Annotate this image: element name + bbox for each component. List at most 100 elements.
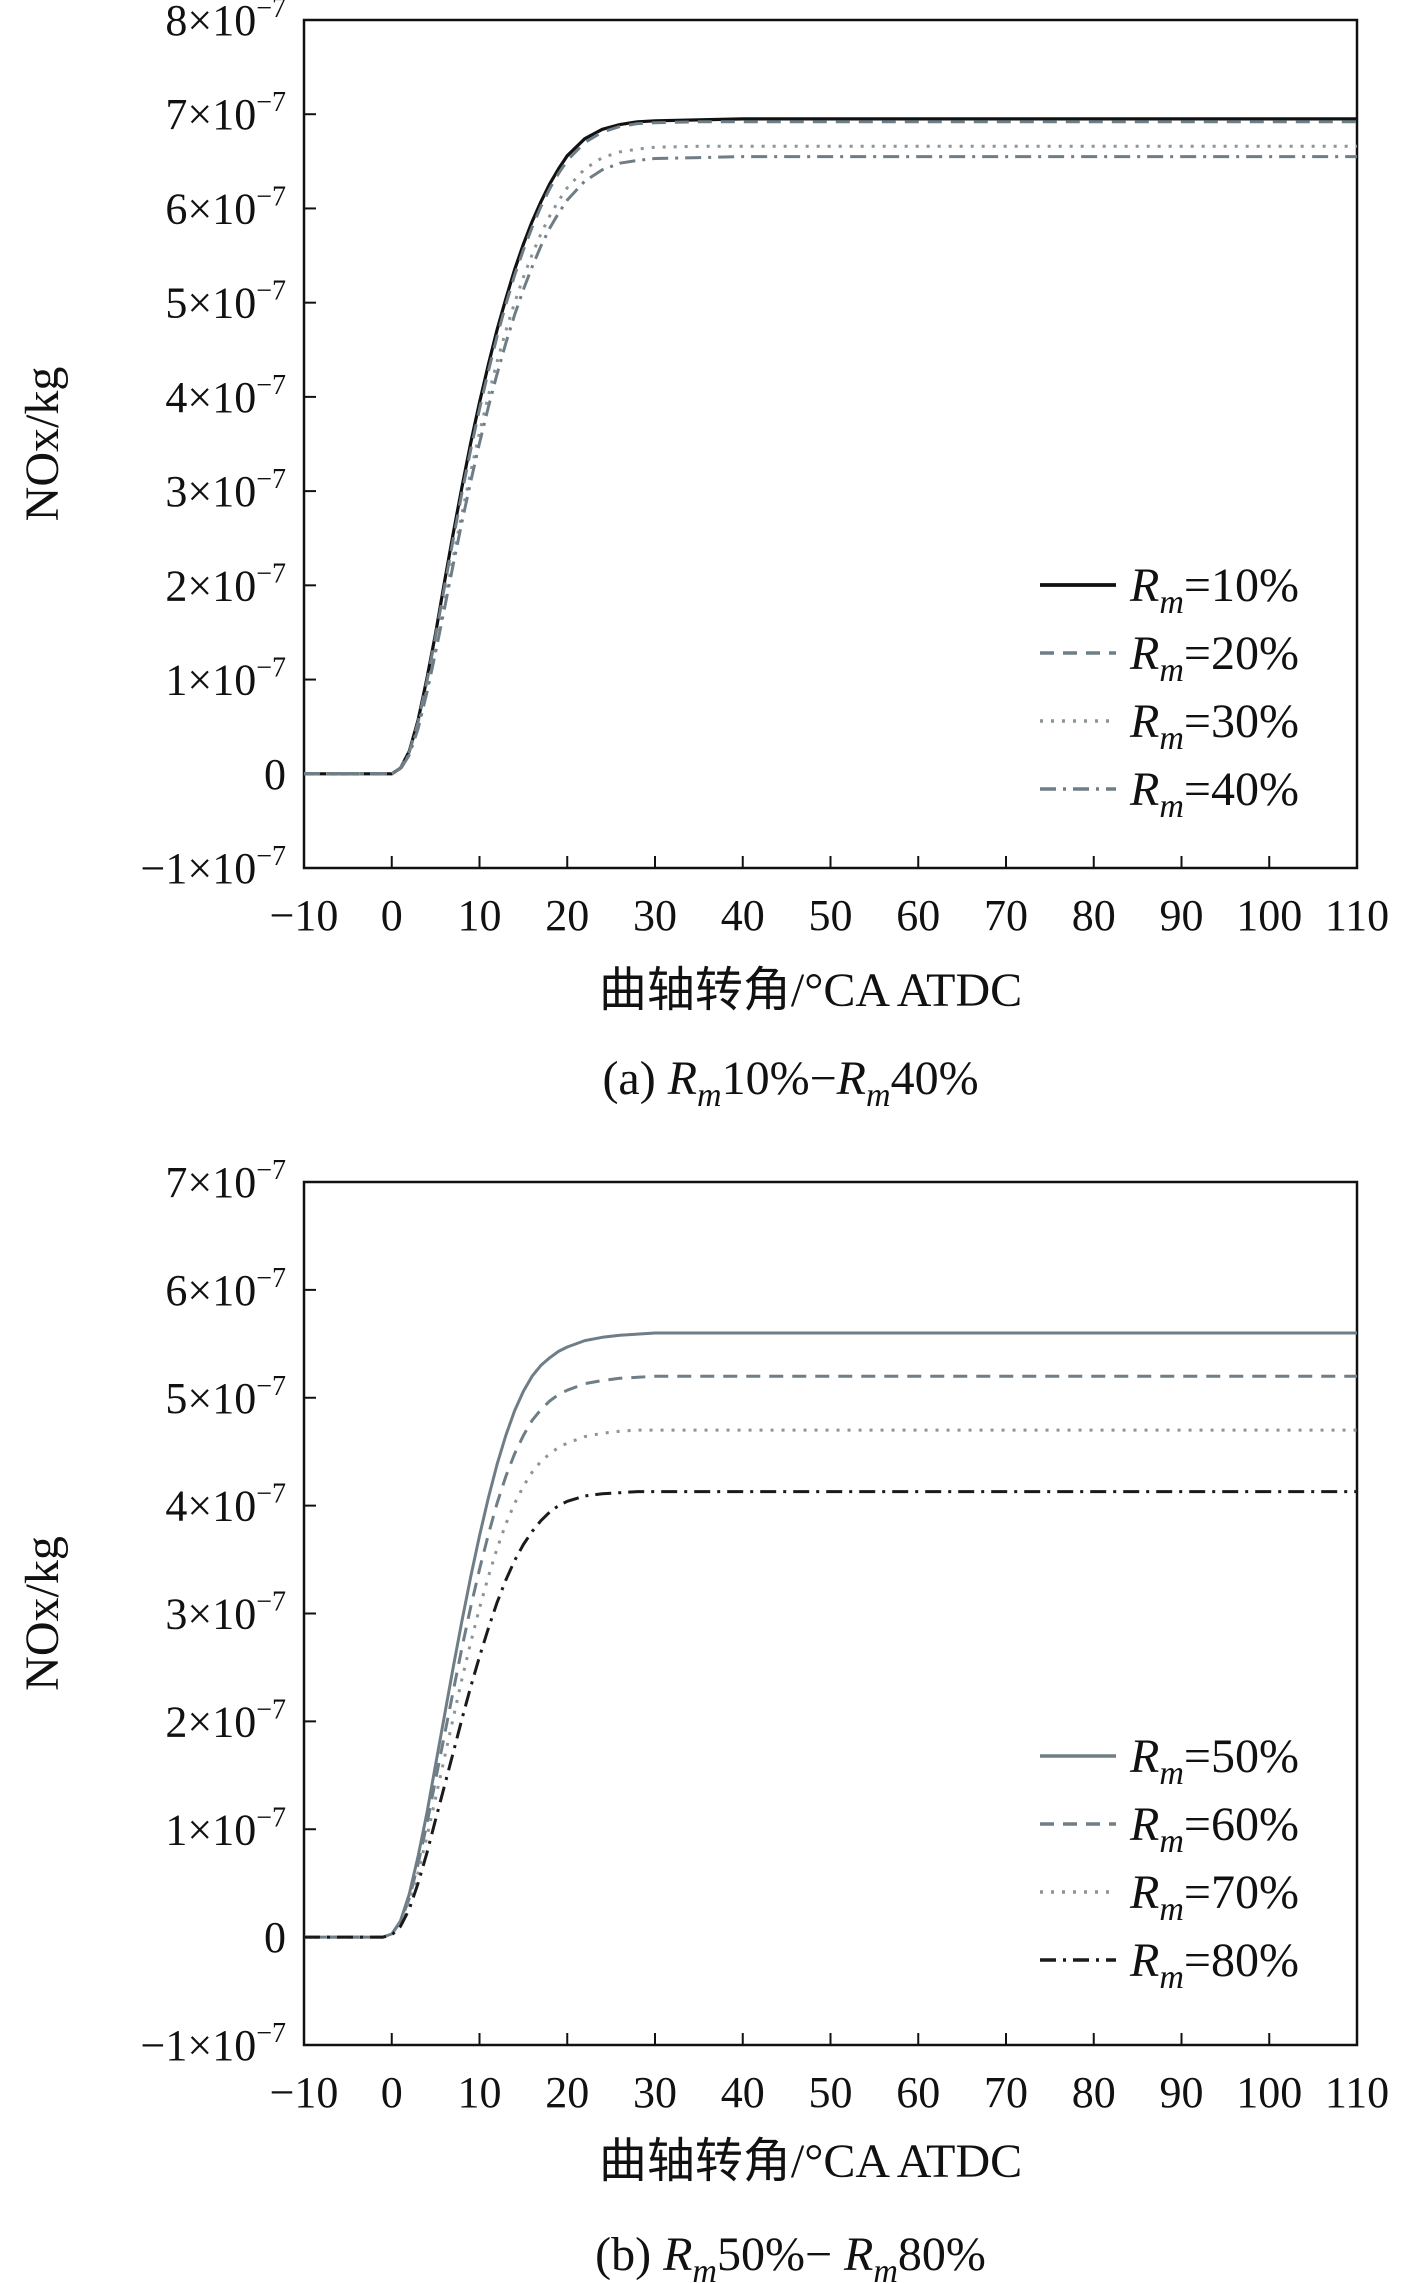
legend-subscript: m [1159, 788, 1184, 825]
chart-panel-b: 7×10−76×10−75×10−74×10−73×10−72×10−71×10… [16, 1155, 1389, 2283]
y-tick-mantissa: −1 [141, 2021, 188, 2070]
y-tick-mantissa: 2 [165, 561, 187, 610]
y-axis-label: NOx/kg [16, 1536, 69, 1691]
y-tick-label: 7×10−7 [165, 87, 286, 139]
caption-subscript: m [692, 2253, 717, 2283]
series-line-a-1 [304, 120, 1357, 776]
y-tick-base: ×10 [187, 373, 256, 422]
caption-r: R [667, 1052, 697, 1105]
x-tick-label: 90 [1160, 891, 1204, 940]
legend-subscript: m [1159, 720, 1184, 757]
y-tick-mantissa: 5 [165, 1374, 187, 1423]
y-tick-label: 1×10−7 [165, 1802, 286, 1854]
legend-entry: Rm=20% [1129, 627, 1299, 689]
x-axis-label: 曲轴转角/°CA ATDC [599, 2135, 1022, 2188]
panel-caption: (b) Rm50%− Rm80% [595, 2228, 986, 2283]
y-tick-base: ×10 [187, 279, 256, 328]
caption-subscript: m [866, 1077, 891, 1114]
caption-dash: − [805, 2228, 844, 2281]
y-tick-base: ×10 [187, 1805, 256, 1854]
y-tick-exponent: −7 [256, 370, 286, 401]
y-tick-mantissa: 8 [165, 0, 187, 45]
y-tick-label: −1×10−7 [141, 2018, 286, 2070]
y-tick-label: 5×10−7 [165, 276, 286, 328]
y-tick-base: ×10 [187, 656, 256, 705]
y-tick-mantissa: 7 [165, 1158, 187, 1207]
y-tick-mantissa: 6 [165, 1266, 187, 1315]
y-tick-base: ×10 [187, 1482, 256, 1531]
y-tick-base: ×10 [187, 561, 256, 610]
caption-subscript: m [697, 1077, 722, 1114]
y-tick-mantissa: 3 [165, 1590, 187, 1639]
y-tick-mantissa: 6 [165, 184, 187, 233]
legend-r: R [1129, 559, 1159, 612]
y-axis-label: NOx/kg [16, 367, 69, 522]
y-tick-mantissa: 5 [165, 279, 187, 328]
y-tick-mantissa: 2 [165, 1697, 187, 1746]
y-tick-base: ×10 [187, 184, 256, 233]
y-tick-base: ×10 [187, 1590, 256, 1639]
y-tick-label: 3×10−7 [165, 1587, 286, 1639]
legend-r: R [1129, 763, 1159, 816]
legend-value: =60% [1184, 1798, 1299, 1851]
y-tick-exponent: −7 [256, 1802, 286, 1833]
x-tick-label: 60 [896, 891, 940, 940]
y-tick-label: −1×10−7 [141, 841, 286, 893]
y-tick-base: ×10 [187, 2021, 256, 2070]
x-tick-label: 40 [721, 891, 765, 940]
y-tick-label: 8×10−7 [165, 0, 286, 45]
legend-value: =50% [1184, 1730, 1299, 1783]
y-tick-mantissa: 4 [165, 1482, 187, 1531]
y-tick-exponent: −7 [256, 464, 286, 495]
y-tick-base: ×10 [187, 844, 256, 893]
y-tick-base: ×10 [187, 0, 256, 45]
legend: Rm=50%Rm=60%Rm=70%Rm=80% [1040, 1730, 1299, 1996]
legend: Rm=10%Rm=20%Rm=30%Rm=40% [1040, 559, 1299, 825]
series-line-b-3 [304, 1490, 1357, 1939]
legend-value: =30% [1184, 695, 1299, 748]
x-tick-label: 0 [381, 2068, 403, 2117]
y-tick-exponent: −7 [256, 87, 286, 118]
y-tick-mantissa: 7 [165, 90, 187, 139]
caption-r: R [843, 2228, 873, 2281]
y-tick-mantissa: 1 [165, 1805, 187, 1854]
legend-r: R [1129, 1866, 1159, 1919]
x-axis-label: 曲轴转角/°CA ATDC [599, 964, 1022, 1017]
y-tick-exponent: −7 [256, 841, 286, 872]
x-tick-label: 60 [896, 2068, 940, 2117]
legend-entry: Rm=30% [1129, 695, 1299, 757]
y-tick-base: ×10 [187, 90, 256, 139]
legend-r: R [1129, 1730, 1159, 1783]
y-tick-label: 6×10−7 [165, 1263, 286, 1315]
y-tick-mantissa: −1 [141, 844, 188, 893]
x-tick-label: 10 [458, 2068, 502, 2117]
y-tick-base: ×10 [187, 1266, 256, 1315]
caption-r: R [662, 2228, 692, 2281]
y-tick-base: ×10 [187, 1374, 256, 1423]
y-tick-label: 2×10−7 [165, 558, 286, 610]
x-tick-label: 30 [633, 2068, 677, 2117]
y-tick-label: 5×10−7 [165, 1371, 286, 1423]
y-tick-label: 3×10−7 [165, 464, 286, 516]
y-tick-mantissa: 1 [165, 656, 187, 705]
legend-entry: Rm=70% [1129, 1866, 1299, 1928]
y-tick-base: ×10 [187, 467, 256, 516]
x-tick-label: −10 [270, 2068, 339, 2117]
legend-r: R [1129, 1798, 1159, 1851]
y-tick-mantissa: 0 [264, 750, 286, 799]
legend-entry: Rm=10% [1129, 559, 1299, 621]
x-tick-label: 10 [458, 891, 502, 940]
y-tick-exponent: −7 [256, 181, 286, 212]
x-tick-label: 80 [1072, 891, 1116, 940]
legend-r: R [1129, 695, 1159, 748]
legend-subscript: m [1159, 1959, 1184, 1996]
series-line-a-3 [304, 155, 1357, 776]
legend-r: R [1129, 1934, 1159, 1987]
x-tick-label: 70 [984, 2068, 1028, 2117]
x-tick-label: 110 [1325, 891, 1389, 940]
caption-prefix: (a) [602, 1052, 667, 1105]
x-tick-label: 30 [633, 891, 677, 940]
legend-value: =80% [1184, 1934, 1299, 1987]
legend-entry: Rm=40% [1129, 763, 1299, 825]
